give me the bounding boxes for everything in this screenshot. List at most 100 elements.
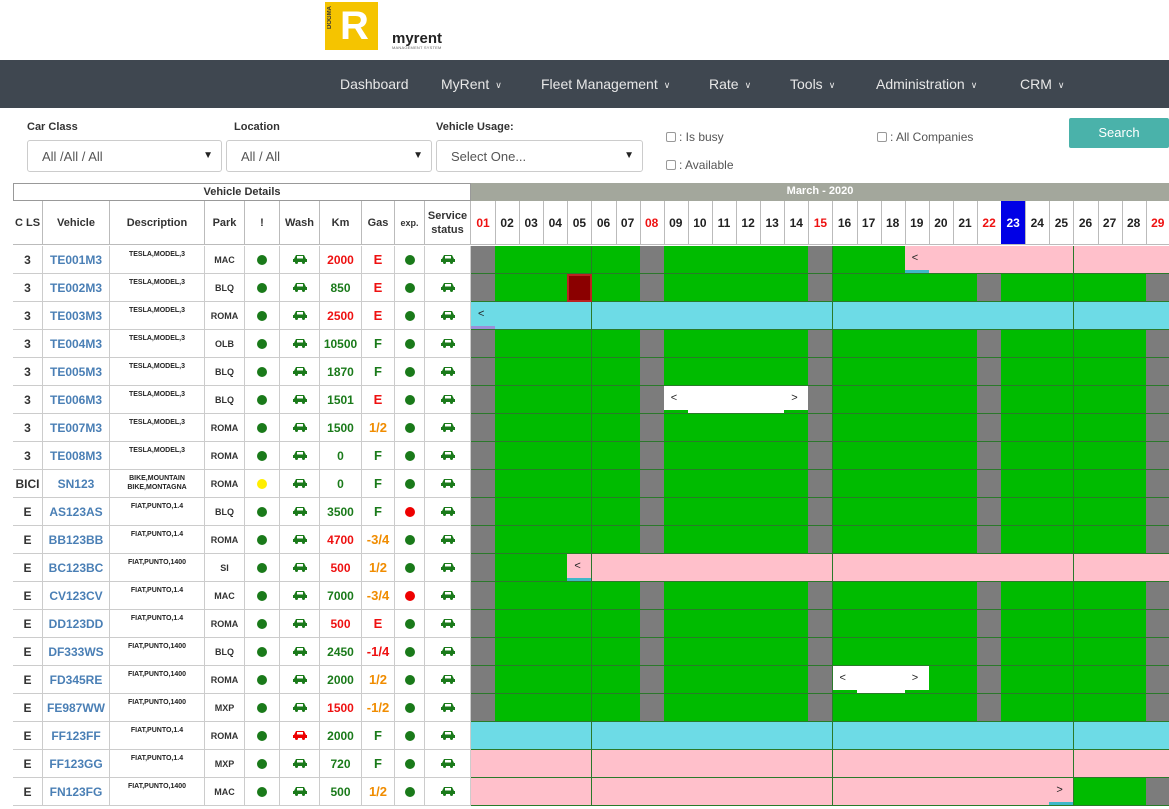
calendar-day-cell[interactable] [1145, 442, 1169, 470]
calendar-day-cell[interactable] [1025, 666, 1051, 694]
calendar-day-cell[interactable] [1001, 582, 1027, 610]
calendar-day-cell[interactable] [1121, 442, 1147, 470]
calendar-day-cell[interactable] [904, 386, 930, 414]
calendar-day-cell[interactable] [736, 526, 762, 554]
calendar-day-cell[interactable] [639, 526, 665, 554]
calendar-day-cell[interactable] [856, 582, 882, 610]
calendar-day-cell[interactable] [567, 694, 593, 722]
column-header-class[interactable]: C LS [13, 201, 43, 245]
calendar-day-cell[interactable] [880, 386, 906, 414]
calendar-day-cell[interactable] [977, 498, 1003, 526]
calendar-day-cell[interactable] [1145, 246, 1169, 274]
column-header-description[interactable]: Description [110, 201, 205, 245]
calendar-day-cell[interactable] [808, 246, 834, 274]
calendar-day-cell[interactable] [519, 554, 545, 582]
nav-item-dashboard[interactable]: Dashboard [340, 76, 409, 92]
alert-indicator[interactable] [245, 778, 280, 806]
calendar-day-cell[interactable] [663, 302, 689, 330]
calendar-day-cell[interactable] [1049, 470, 1075, 498]
calendar-day-cell[interactable]: < [567, 554, 593, 582]
calendar-day-cell[interactable] [808, 470, 834, 498]
vehicle-link[interactable]: DD123DD [43, 610, 110, 638]
calendar-day-cell[interactable] [1073, 750, 1099, 778]
calendar-day-cell[interactable] [953, 330, 978, 358]
calendar-day-cell[interactable] [808, 414, 834, 442]
vehicle-link[interactable]: SN123 [43, 470, 110, 498]
calendar-day-cell[interactable] [977, 470, 1003, 498]
calendar-day-cell[interactable] [1097, 722, 1123, 750]
calendar-day-cell[interactable] [591, 498, 617, 526]
calendar-day-cell[interactable] [567, 750, 593, 778]
calendar-day-cell[interactable] [471, 498, 496, 526]
calendar-day-cell[interactable] [977, 750, 1003, 778]
calendar-day-cell[interactable] [784, 722, 810, 750]
calendar-day-cell[interactable] [615, 666, 641, 694]
alert-indicator[interactable] [245, 666, 280, 694]
calendar-day-cell[interactable] [760, 554, 786, 582]
calendar-day-cell[interactable] [663, 246, 689, 274]
calendar-day-cell[interactable] [615, 386, 641, 414]
calendar-day-cell[interactable] [880, 358, 906, 386]
day-header[interactable]: 18 [880, 201, 906, 245]
calendar-day-cell[interactable] [639, 330, 665, 358]
calendar-day-cell[interactable] [808, 498, 834, 526]
calendar-day-cell[interactable] [1025, 330, 1051, 358]
calendar-day-cell[interactable] [1001, 778, 1027, 806]
calendar-day-cell[interactable] [856, 554, 882, 582]
calendar-day-cell[interactable] [808, 442, 834, 470]
calendar-day-cell[interactable] [760, 778, 786, 806]
calendar-day-cell[interactable] [543, 610, 569, 638]
nav-item-rate[interactable]: Rate ∨ [709, 76, 751, 92]
calendar-day-cell[interactable] [591, 470, 617, 498]
calendar-day-cell[interactable] [687, 330, 713, 358]
wash-status[interactable] [280, 442, 320, 470]
day-header[interactable]: 15 [808, 201, 834, 245]
calendar-day-cell[interactable] [928, 610, 954, 638]
calendar-day-cell[interactable] [471, 246, 496, 274]
calendar-day-cell[interactable] [977, 666, 1003, 694]
calendar-day-cell[interactable] [1025, 722, 1051, 750]
calendar-day-cell[interactable] [1049, 358, 1075, 386]
day-header[interactable]: 07 [615, 201, 641, 245]
calendar-day-cell[interactable] [1001, 722, 1027, 750]
calendar-day-cell[interactable] [591, 638, 617, 666]
calendar-day-cell[interactable] [784, 694, 810, 722]
alert-indicator[interactable] [245, 582, 280, 610]
calendar-day-cell[interactable] [808, 750, 834, 778]
calendar-day-cell[interactable] [471, 582, 496, 610]
calendar-day-cell[interactable] [1073, 358, 1099, 386]
calendar-day-cell[interactable] [1025, 638, 1051, 666]
calendar-day-cell[interactable] [1001, 694, 1027, 722]
calendar-day-cell[interactable] [519, 358, 545, 386]
wash-status[interactable] [280, 386, 320, 414]
calendar-day-cell[interactable] [567, 666, 593, 694]
calendar-day-cell[interactable] [1097, 302, 1123, 330]
nav-item-myrent[interactable]: MyRent ∨ [441, 76, 502, 92]
calendar-day-cell[interactable] [1049, 722, 1075, 750]
calendar-day-cell[interactable] [639, 470, 665, 498]
calendar-day-cell[interactable] [977, 722, 1003, 750]
calendar-day-cell[interactable] [712, 498, 737, 526]
calendar-day-cell[interactable] [591, 442, 617, 470]
expiry-indicator[interactable] [395, 246, 425, 274]
calendar-day-cell[interactable] [712, 414, 737, 442]
calendar-day-cell[interactable] [904, 526, 930, 554]
calendar-day-cell[interactable] [904, 498, 930, 526]
calendar-day-cell[interactable] [1097, 666, 1123, 694]
calendar-day-cell[interactable] [808, 330, 834, 358]
calendar-day-cell[interactable] [543, 330, 569, 358]
calendar-day-cell[interactable] [495, 666, 521, 694]
service-status[interactable] [425, 638, 471, 666]
calendar-day-cell[interactable] [615, 638, 641, 666]
calendar-day-cell[interactable] [519, 442, 545, 470]
calendar-day-cell[interactable] [663, 694, 689, 722]
calendar-day-cell[interactable] [1097, 526, 1123, 554]
calendar-day-cell[interactable] [712, 274, 737, 302]
calendar-day-cell[interactable] [687, 386, 713, 414]
calendar-day-cell[interactable] [808, 722, 834, 750]
calendar-day-cell[interactable] [543, 246, 569, 274]
calendar-day-cell[interactable] [1121, 610, 1147, 638]
calendar-day-cell[interactable] [495, 778, 521, 806]
calendar-day-cell[interactable] [953, 274, 978, 302]
calendar-day-cell[interactable] [687, 722, 713, 750]
